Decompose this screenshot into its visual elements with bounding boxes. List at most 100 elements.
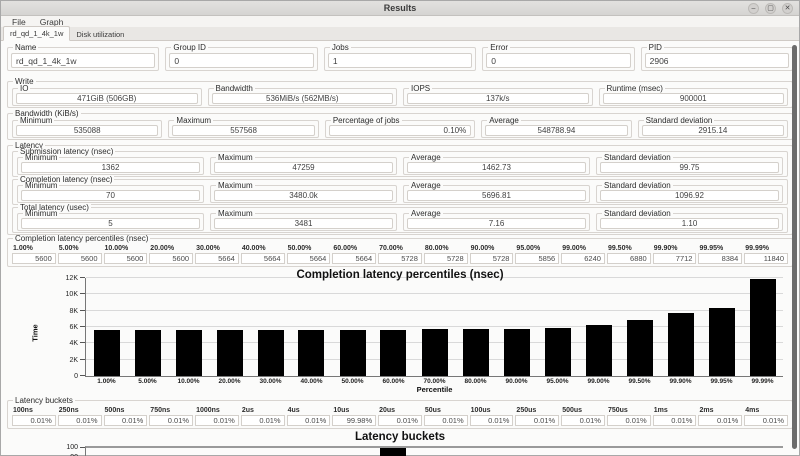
cell-header: 99.90% <box>653 245 678 252</box>
field-label: Standard deviation <box>602 209 673 218</box>
latency-group-total-latency-usec: Total latency (usec) Minimum 5 Maximum 3481 A… <box>12 204 788 233</box>
cell-value[interactable]: 11840 <box>744 253 789 264</box>
field-value-io[interactable]: 471GiB (506GB) <box>16 93 198 104</box>
cell-value[interactable]: 5728 <box>469 253 514 264</box>
field-value-maximum[interactable]: 3480.0k <box>214 190 393 201</box>
field-value-minimum[interactable]: 535088 <box>16 125 159 136</box>
cell-value[interactable]: 7712 <box>652 253 697 264</box>
field-value-maximum[interactable]: 557568 <box>172 125 315 136</box>
chart1-title: Completion latency percentiles (nsec) <box>296 269 504 281</box>
cell-header: 500ns <box>104 407 125 414</box>
field-value-average[interactable]: 5696.81 <box>407 190 586 201</box>
cell-value[interactable]: 8384 <box>698 253 743 264</box>
cell-header: 100ns <box>13 407 33 414</box>
field-value-percentage-of-jobs[interactable]: 0.10% <box>328 125 472 136</box>
x-tick-label: 99.95% <box>710 378 733 385</box>
field-value-average[interactable]: 1462.73 <box>407 162 586 173</box>
cell-value[interactable]: 0.01% <box>195 415 239 426</box>
chart1-bar <box>462 329 489 376</box>
cell-value[interactable]: 0.01% <box>652 415 697 426</box>
cell-value[interactable]: 0.01% <box>698 415 743 426</box>
y-tick-label: 8K <box>69 307 78 315</box>
maximize-button[interactable]: ▢ <box>765 3 776 14</box>
field-value-iops[interactable]: 137k/s <box>407 93 589 104</box>
vertical-scrollbar[interactable] <box>792 45 797 449</box>
minimize-button[interactable]: – <box>748 3 759 14</box>
field-value-runtime-msec[interactable]: 900001 <box>602 93 784 104</box>
cell-value[interactable]: 5600 <box>149 253 194 264</box>
latency-group-completion-latency-nsec: Completion latency (nsec) Minimum 70 Maximu… <box>12 176 788 205</box>
cell-value[interactable]: 6240 <box>561 253 605 264</box>
cell-value[interactable]: 6880 <box>606 253 651 264</box>
cell-value[interactable]: 5664 <box>240 253 285 264</box>
field-value-bandwidth[interactable]: 536MiB/s (562MB/s) <box>211 93 393 104</box>
cell-value[interactable]: 5600 <box>103 253 148 264</box>
field-value-jobs[interactable]: 1 <box>327 53 473 68</box>
cell-value[interactable]: 0.01% <box>240 415 285 426</box>
field-average: Average 548788.94 <box>481 117 632 138</box>
field-group-id: Group ID 0 <box>165 44 318 71</box>
field-average: Average 7.16 <box>403 210 590 231</box>
cell-value[interactable]: 0.01% <box>515 415 560 426</box>
cell-value[interactable]: 0.01% <box>286 415 331 426</box>
cell-value[interactable]: 5856 <box>515 253 560 264</box>
cell-value[interactable]: 0.01% <box>103 415 148 426</box>
menu-item-graph[interactable]: Graph <box>39 16 64 27</box>
cell-value[interactable]: 0.01% <box>744 415 789 426</box>
field-percentage-of-jobs: Percentage of jobs 0.10% <box>324 117 476 138</box>
cell-value[interactable]: 5600 <box>12 253 56 264</box>
x-tick-label: 90.00% <box>505 378 528 385</box>
cell-value[interactable]: 5664 <box>332 253 377 264</box>
cell-value[interactable]: 5600 <box>57 253 102 264</box>
cell-value[interactable]: 5728 <box>423 253 468 264</box>
cell-value[interactable]: 0.01% <box>149 415 194 426</box>
field-value-minimum[interactable]: 70 <box>21 190 200 201</box>
field-standard-deviation: Standard deviation 1.10 <box>596 209 783 231</box>
chart1-bar <box>216 330 243 376</box>
cell-60-00: 60.00% 5664 <box>332 245 377 264</box>
cell-value[interactable]: 0.01% <box>423 415 468 426</box>
tab-rd-qd-1-4k-1w[interactable]: rd_qd_1_4k_1w <box>3 26 71 41</box>
cell-value[interactable]: 0.01% <box>378 415 422 426</box>
field-value-average[interactable]: 548788.94 <box>485 125 628 136</box>
completion-latency-chart: Completion latency percentiles (nsec) Ti… <box>7 269 793 397</box>
cell-value[interactable]: 99.98% <box>332 415 377 426</box>
menu-item-file[interactable]: File <box>12 16 26 27</box>
field-value-maximum[interactable]: 47259 <box>214 162 393 173</box>
results-panel: Name rd_qd_1_4k_1w Group ID 0 Jobs 1 Error 0 PID… <box>1 41 799 456</box>
field-value-minimum[interactable]: 5 <box>21 218 200 229</box>
field-value-standard-deviation[interactable]: 99.75 <box>600 162 779 173</box>
field-value-name[interactable]: rd_qd_1_4k_1w <box>11 53 156 68</box>
field-value-standard-deviation[interactable]: 1096.92 <box>600 190 779 201</box>
close-button[interactable]: ✕ <box>782 3 793 14</box>
cell-value[interactable]: 0.01% <box>561 415 605 426</box>
chart1-x-axis-label: Percentile <box>416 385 453 394</box>
cell-header: 99.95% <box>699 245 724 252</box>
cell-value[interactable]: 5728 <box>378 253 422 264</box>
cell-value[interactable]: 0.01% <box>606 415 651 426</box>
cell-value[interactable]: 0.01% <box>12 415 56 426</box>
chart2-title: Latency buckets <box>354 431 446 443</box>
y-tick-mark <box>80 277 85 278</box>
cell-750us: 750us 0.01% <box>606 407 651 426</box>
latency-section: Latency Submission latency (nsec) Minimum… <box>7 142 793 235</box>
field-value-error[interactable]: 0 <box>486 53 631 68</box>
chart1-bar <box>380 329 407 376</box>
cell-value[interactable]: 5664 <box>195 253 239 264</box>
field-value-standard-deviation[interactable]: 2915.14 <box>641 125 785 136</box>
cell-header: 90.00% <box>470 245 495 252</box>
field-value-group-id[interactable]: 0 <box>169 53 314 68</box>
field-value-standard-deviation[interactable]: 1.10 <box>600 218 779 229</box>
field-value-maximum[interactable]: 3481 <box>214 218 393 229</box>
chart1-bar <box>626 319 653 376</box>
cell-header: 20us <box>379 407 396 414</box>
field-value-pid[interactable]: 2906 <box>644 53 790 68</box>
field-value-minimum[interactable]: 1362 <box>21 162 200 173</box>
cell-value[interactable]: 0.01% <box>57 415 102 426</box>
cell-value[interactable]: 5664 <box>286 253 331 264</box>
y-tick-label: 100 <box>66 444 78 451</box>
tab-disk-utilization[interactable]: Disk utilization <box>76 30 125 39</box>
cell-95-00: 95.00% 5856 <box>515 245 560 264</box>
field-value-average[interactable]: 7.16 <box>407 218 586 229</box>
cell-value[interactable]: 0.01% <box>469 415 514 426</box>
